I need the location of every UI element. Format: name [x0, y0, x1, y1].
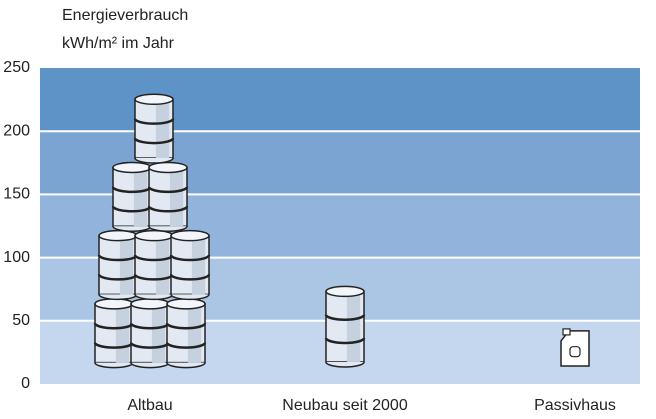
barrel-bottom [131, 363, 169, 368]
y-tick-label: 200 [3, 122, 30, 139]
barrel-shade [170, 167, 183, 226]
barrel [135, 231, 173, 300]
barrel-top [135, 231, 173, 241]
barrel [131, 299, 169, 368]
y-tick-label: 100 [3, 249, 30, 266]
barrel-top [99, 231, 137, 241]
barrel-bottom [135, 158, 173, 163]
band [40, 68, 640, 131]
barrel-shade [152, 304, 165, 363]
y-tick-label: 250 [3, 59, 30, 76]
barrel-top [113, 162, 151, 172]
barrel-top [167, 299, 205, 309]
x-tick-label: Neubau seit 2000 [282, 397, 408, 414]
barrel-shade [156, 99, 169, 158]
barrel-shade [134, 167, 147, 226]
barrel-bottom [95, 363, 133, 368]
barrel [113, 162, 151, 231]
y-axis-label: kWh/m² im Jahr [62, 35, 175, 52]
y-tick-label: 50 [12, 312, 30, 329]
barrel [171, 231, 209, 300]
x-tick-label: Altbau [127, 397, 172, 414]
barrel [99, 231, 137, 300]
barrel-top [131, 299, 169, 309]
barrel-bottom [113, 226, 151, 231]
bar [561, 329, 589, 366]
barrel-bottom [171, 294, 209, 299]
barrel-bottom [135, 294, 173, 299]
barrel-shade [192, 236, 205, 295]
barrel-shade [156, 236, 169, 295]
canister-spout [563, 329, 570, 335]
barrel-shade [347, 291, 360, 362]
barrel-shade [116, 304, 129, 363]
y-tick-label: 150 [3, 186, 30, 203]
barrel-top [326, 286, 364, 296]
barrel-bottom [167, 363, 205, 368]
barrel-top [135, 94, 173, 104]
barrel [135, 94, 173, 163]
barrel [167, 299, 205, 368]
chart: Energieverbrauch kWh/m² im Jahr 0 50 100 15… [0, 0, 656, 419]
chart-title: Energieverbrauch [62, 7, 188, 24]
barrel-bottom [149, 226, 187, 231]
barrel-top [171, 231, 209, 241]
barrel-top [95, 299, 133, 309]
canister [561, 331, 589, 366]
barrel-bottom [99, 294, 137, 299]
barrel-bottom [326, 362, 364, 367]
barrel [149, 162, 187, 231]
barrel-top [149, 162, 187, 172]
barrel [326, 286, 364, 367]
barrel [95, 299, 133, 368]
barrel-shade [120, 236, 133, 295]
barrel-shade [188, 304, 201, 363]
x-tick-label: Passivhaus [534, 397, 616, 414]
bar [326, 286, 364, 367]
y-tick-label: 0 [21, 375, 30, 392]
page: {"chart_data": {"type": "pictogram", "ti… [0, 0, 656, 419]
